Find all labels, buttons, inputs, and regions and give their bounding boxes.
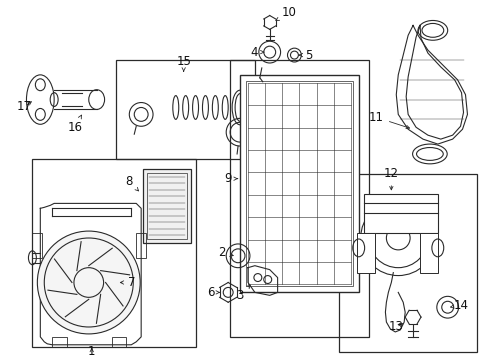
Text: 3: 3: [236, 285, 250, 302]
Text: 2: 2: [218, 246, 233, 259]
Text: 11: 11: [368, 111, 409, 129]
Bar: [230, 60, 368, 337]
Bar: [111, 337, 126, 347]
Text: 15: 15: [176, 55, 191, 71]
Text: 9: 9: [224, 172, 237, 185]
Bar: [338, 174, 476, 352]
Bar: [245, 81, 352, 287]
Polygon shape: [395, 26, 467, 144]
Bar: [147, 173, 186, 239]
Bar: [419, 233, 437, 273]
Text: 5: 5: [299, 49, 312, 62]
Polygon shape: [40, 203, 141, 345]
Bar: [356, 233, 374, 273]
Polygon shape: [247, 266, 277, 295]
Bar: [136, 233, 146, 258]
Bar: [32, 159, 195, 347]
Bar: [32, 233, 42, 258]
Circle shape: [37, 231, 140, 334]
Text: 14: 14: [449, 299, 468, 312]
Ellipse shape: [26, 75, 54, 124]
Text: 17: 17: [17, 100, 32, 113]
Text: 16: 16: [67, 115, 82, 134]
Text: 8: 8: [125, 175, 138, 191]
Text: 4: 4: [250, 46, 264, 59]
Text: 6: 6: [206, 286, 219, 299]
Text: 13: 13: [388, 320, 403, 333]
Bar: [116, 60, 254, 159]
Text: 12: 12: [383, 167, 398, 190]
Text: 7: 7: [120, 276, 135, 289]
Text: 1: 1: [88, 345, 95, 358]
Circle shape: [360, 201, 435, 275]
Bar: [52, 337, 67, 347]
Text: 10: 10: [275, 6, 296, 21]
Bar: [240, 75, 358, 292]
Bar: [363, 194, 437, 233]
Bar: [143, 169, 190, 243]
